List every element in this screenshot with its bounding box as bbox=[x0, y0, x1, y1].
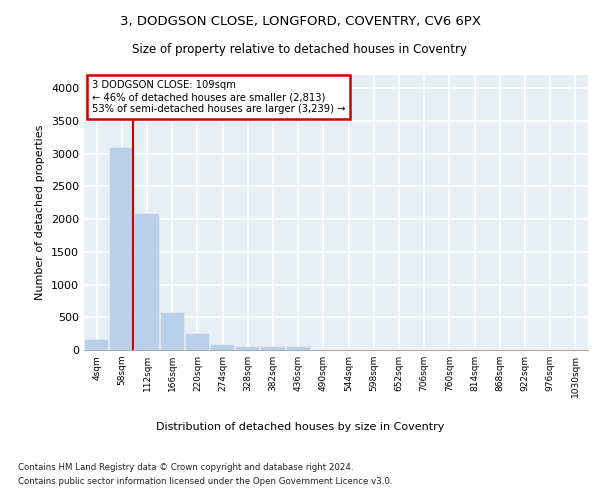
Bar bbox=[262, 347, 284, 350]
Text: Contains HM Land Registry data © Crown copyright and database right 2024.: Contains HM Land Registry data © Crown c… bbox=[18, 462, 353, 471]
Bar bbox=[236, 347, 259, 350]
Bar bbox=[211, 345, 234, 350]
Text: 3 DODGSON CLOSE: 109sqm
← 46% of detached houses are smaller (2,813)
53% of semi: 3 DODGSON CLOSE: 109sqm ← 46% of detache… bbox=[92, 80, 345, 114]
Text: Distribution of detached houses by size in Coventry: Distribution of detached houses by size … bbox=[156, 422, 444, 432]
Text: Contains public sector information licensed under the Open Government Licence v3: Contains public sector information licen… bbox=[18, 478, 392, 486]
Bar bbox=[136, 214, 158, 350]
Text: Size of property relative to detached houses in Coventry: Size of property relative to detached ho… bbox=[133, 42, 467, 56]
Text: 3, DODGSON CLOSE, LONGFORD, COVENTRY, CV6 6PX: 3, DODGSON CLOSE, LONGFORD, COVENTRY, CV… bbox=[119, 15, 481, 28]
Bar bbox=[287, 347, 310, 350]
Bar bbox=[85, 340, 108, 350]
Bar bbox=[110, 148, 133, 350]
Y-axis label: Number of detached properties: Number of detached properties bbox=[35, 125, 46, 300]
Bar bbox=[186, 334, 209, 350]
Bar bbox=[161, 314, 184, 350]
